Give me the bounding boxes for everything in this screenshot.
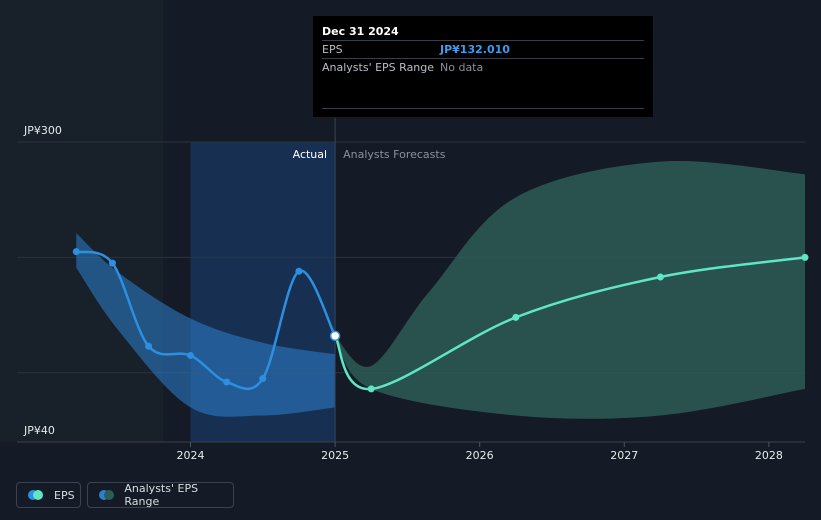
eps-point[interactable] <box>108 259 116 267</box>
range-forecast-legend-dot <box>104 490 114 500</box>
x-tick-label: 2026 <box>466 449 494 462</box>
y-axis-top-label: JP¥300 <box>23 124 62 137</box>
tooltip-point-marker[interactable] <box>329 330 341 342</box>
tooltip-date: Dec 31 2024 <box>322 25 399 38</box>
eps-forecast-legend-dot <box>33 490 43 500</box>
eps-point[interactable] <box>223 378 231 386</box>
past-background <box>0 0 163 442</box>
eps-point[interactable] <box>145 342 153 350</box>
eps-point[interactable] <box>295 267 303 275</box>
eps-forecast-point[interactable] <box>656 273 664 281</box>
eps-point[interactable] <box>187 351 195 359</box>
x-tick-label: 2024 <box>177 449 205 462</box>
x-tick-label: 2028 <box>755 449 783 462</box>
eps-point[interactable] <box>259 375 267 383</box>
tooltip-eps-row: EPS JP¥132.010 <box>322 40 644 58</box>
tooltip-eps-label: EPS <box>322 43 343 56</box>
x-tick-label: 2025 <box>321 449 349 462</box>
range-legend-icon <box>99 490 118 500</box>
tooltip-range-label: Analysts' EPS Range <box>322 61 435 74</box>
legend-range-label: Analysts' EPS Range <box>124 482 199 508</box>
tooltip-range-value: No data <box>440 61 484 74</box>
eps-forecast-point[interactable] <box>512 313 520 321</box>
eps-forecast-point[interactable] <box>367 385 375 393</box>
eps-legend-icon <box>28 490 48 500</box>
legend-range-button[interactable]: Analysts' EPS Range <box>87 482 234 508</box>
tooltip: Dec 31 2024 EPS JP¥132.010 Analysts' EPS… <box>313 16 653 117</box>
eps-point[interactable] <box>72 248 80 256</box>
y-axis-bottom-label: JP¥40 <box>23 424 55 437</box>
forecast-range-band <box>335 160 805 419</box>
tooltip-divider <box>322 108 644 109</box>
historical-range-band <box>76 233 336 417</box>
forecast-section-label: Analysts Forecasts <box>343 148 446 161</box>
legend-eps-label: EPS <box>54 488 75 502</box>
eps-forecast-line <box>333 256 807 391</box>
tooltip-range-row: Analysts' EPS Range No data <box>322 58 644 76</box>
x-tick-label: 2027 <box>610 449 638 462</box>
tooltip-eps-value: JP¥132.010 <box>440 43 510 56</box>
actual-section-label: Actual <box>293 148 327 161</box>
eps-forecast-point[interactable] <box>801 253 809 261</box>
legend-eps-button[interactable]: EPS <box>16 482 81 508</box>
